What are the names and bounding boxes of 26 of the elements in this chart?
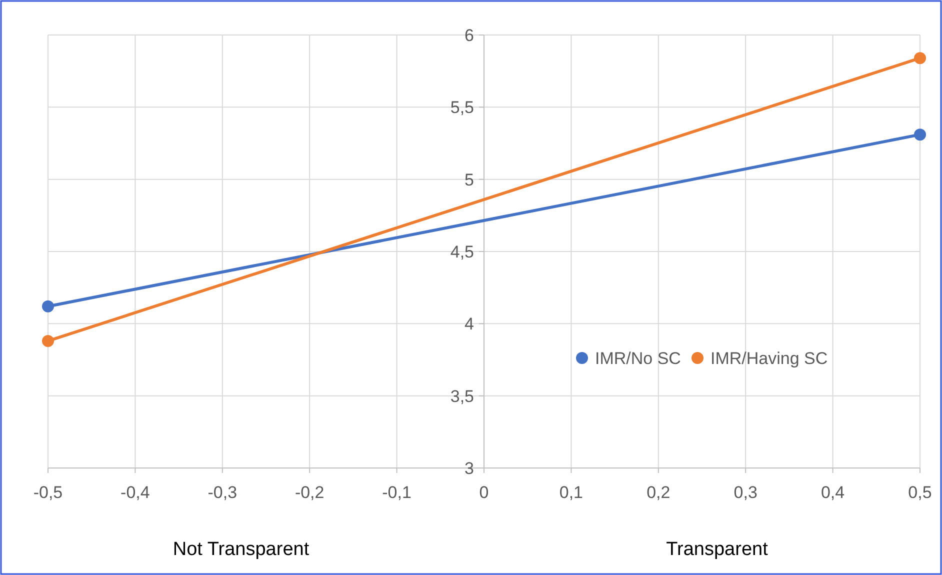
x-tick-label: 0,1 [559,483,584,502]
x-tick-label: 0,4 [820,483,845,502]
y-tick-label: 5 [464,170,474,190]
x-tick-label: -0,1 [382,483,412,502]
y-tick-label: 6 [464,26,474,45]
x-tick-label: -0,5 [33,483,63,502]
y-tick-label: 4,5 [450,242,474,262]
x-tick-label: 0,2 [646,483,670,502]
point [42,300,54,312]
point [42,334,54,347]
legend-label: IMR/Having SC [710,348,828,368]
y-tick-label: 3,5 [450,386,474,406]
text: Not Transparent [172,539,310,560]
x-tick-label: -0,2 [294,483,324,502]
point [914,52,926,64]
x-tick-label: 0,3 [734,483,758,502]
x-tick-label: 0 [479,483,489,502]
x-tick-label: -0,4 [120,483,150,502]
x-tick-label: 0,5 [908,483,932,502]
x-tick-label: -0,3 [208,483,238,502]
y-tick-label: 4 [464,314,474,334]
y-tick-label: 5,5 [450,98,474,118]
legend-label: IMR/No SC [595,348,681,368]
y-tick-label: 3 [464,458,474,478]
text: Transparent [666,539,769,560]
point [914,128,926,141]
